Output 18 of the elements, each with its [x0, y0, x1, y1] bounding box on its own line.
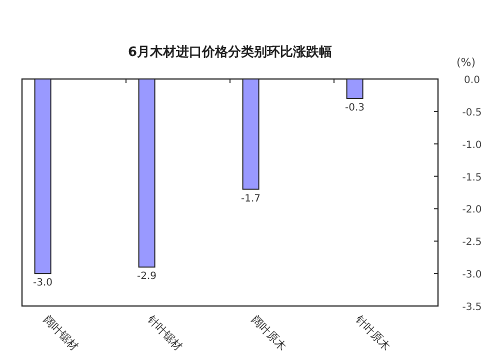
y-tick-label: -1.5	[462, 172, 482, 184]
chart-title: 6月木材进口价格分类别环比涨跌幅	[128, 45, 332, 60]
y-tick-label: -2.0	[462, 204, 482, 216]
y-tick-label: 0.0	[464, 75, 480, 86]
y-tick-label: -2.5	[462, 237, 482, 248]
x-tick-label: 针叶锯材	[144, 312, 185, 354]
data-label: -2.9	[137, 271, 157, 282]
data-label: -3.0	[33, 278, 53, 289]
data-label: -0.3	[345, 102, 365, 114]
x-tick-label: 阔叶锯材	[40, 312, 81, 354]
y-tick-label: -3.0	[462, 270, 482, 281]
data-label: -1.7	[241, 193, 261, 204]
y-tick-label: -1.0	[462, 140, 482, 151]
y-axis-title: (%)	[456, 56, 476, 69]
y-tick-label: -0.5	[462, 107, 482, 118]
y-tick-label: -3.5	[462, 302, 482, 313]
x-tick-label: 针叶原木	[352, 312, 393, 354]
x-tick-label: 阔叶原木	[248, 312, 289, 354]
